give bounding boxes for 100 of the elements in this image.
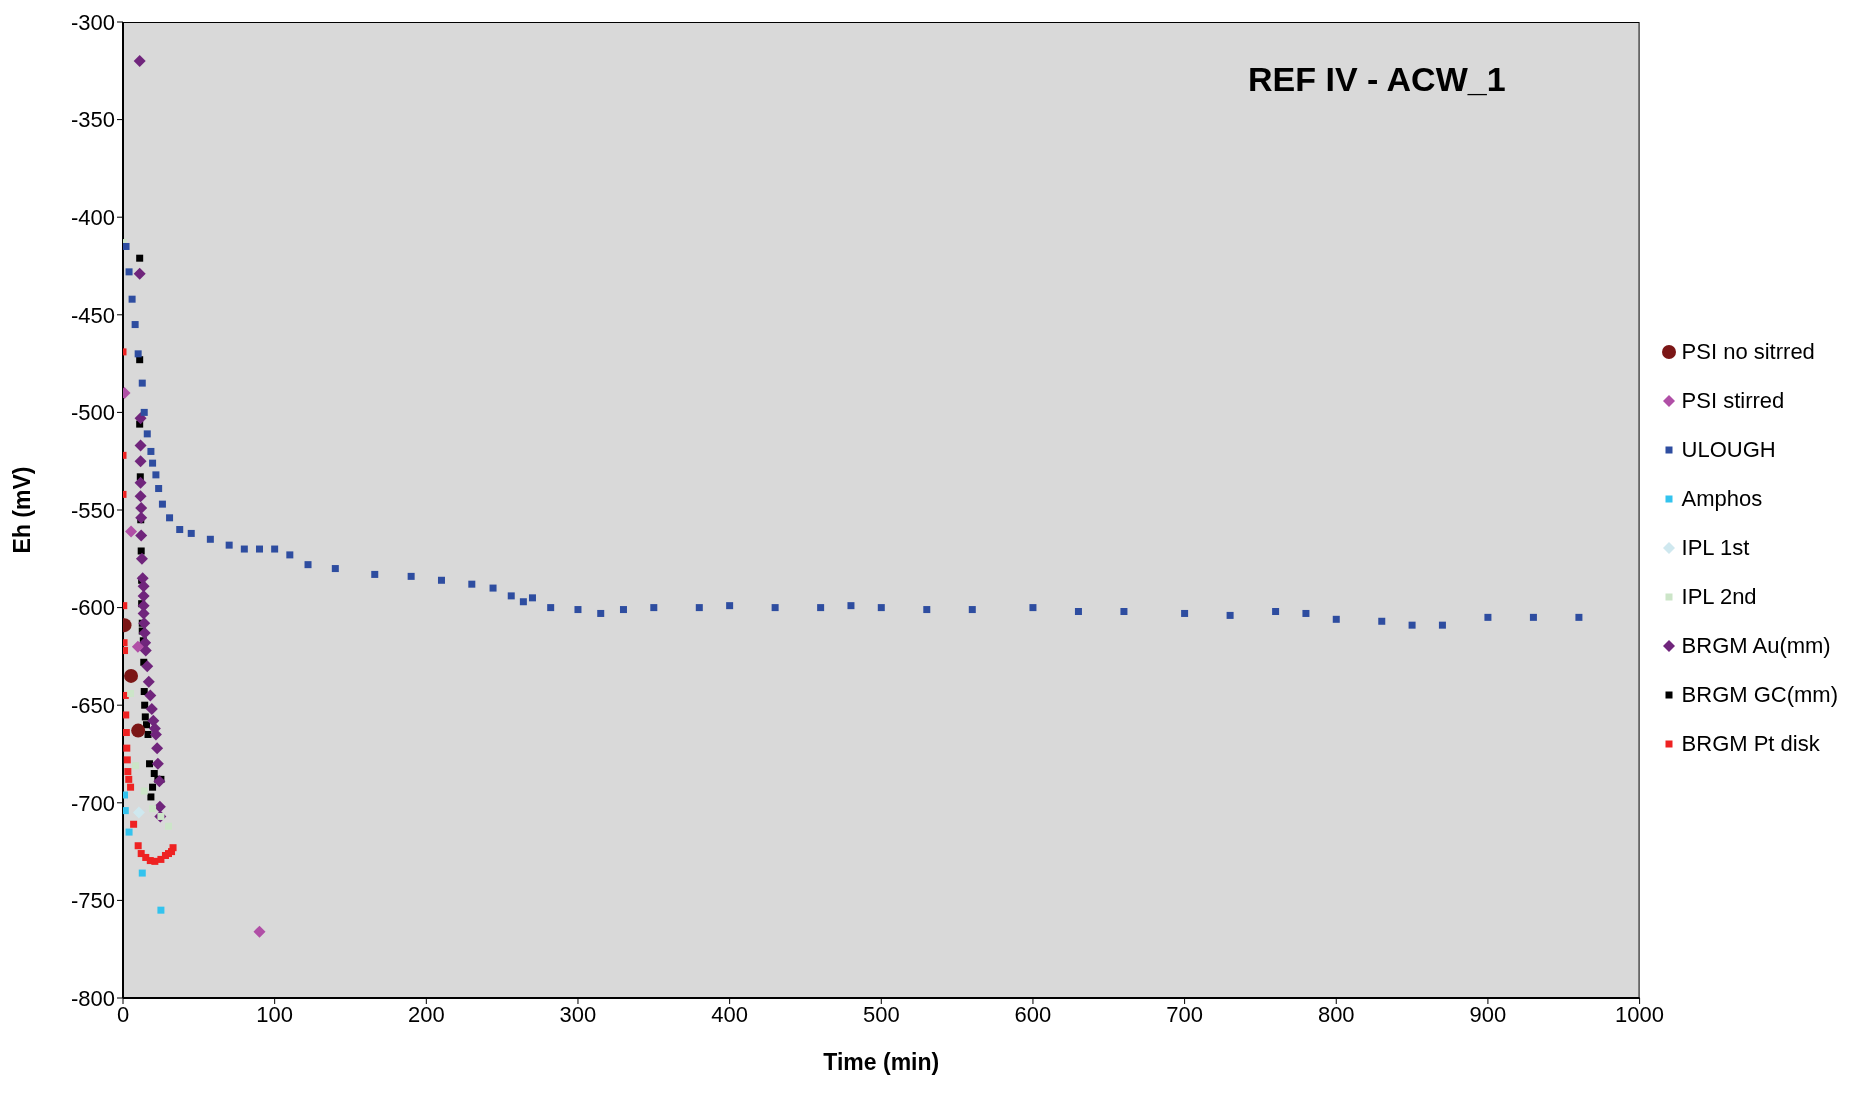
point [131,640,144,653]
point [468,580,476,588]
y-tick-label: -800 [70,985,115,1011]
y-tick-label: -350 [70,107,115,133]
point [489,584,497,592]
legend-label: ULOUGH [1681,437,1776,463]
point [134,350,142,358]
x-tick-label: 500 [862,1001,900,1027]
point [371,570,379,578]
x-tick-label: 700 [1166,1001,1203,1027]
point [1438,621,1446,629]
point [123,647,129,655]
y-tick-label: -400 [70,205,115,231]
point [1226,611,1234,619]
point [138,617,151,630]
x-tick-label: 900 [1469,1001,1507,1027]
point [528,594,536,602]
point [132,806,145,819]
point [240,545,248,553]
y-tick-label: -600 [70,595,115,621]
point [1484,613,1492,621]
point [1529,613,1537,621]
x-tick-label: 100 [256,1001,294,1027]
point [140,408,148,416]
point [138,869,146,877]
point [157,906,165,914]
point [1120,608,1128,615]
point [141,713,149,721]
point [877,604,885,612]
point [176,526,184,534]
point [507,592,515,600]
legend-label: IPL 1st [1681,535,1750,561]
point [1575,613,1583,621]
point [135,511,148,524]
point [137,580,150,593]
text: REF IV - ACW_1 [1248,60,1506,99]
x-tick-label: 1000 [1615,1001,1665,1027]
point [695,604,703,612]
point [166,514,174,522]
point [147,447,155,455]
point [187,529,195,537]
x-tick-label: 600 [1014,1001,1052,1027]
point [128,295,136,303]
point [968,606,976,614]
point [125,268,133,276]
point [123,744,131,752]
point [134,439,147,452]
point [1074,608,1082,615]
y-axis-title: Eh (mV) [9,466,36,554]
x-tick-label: 200 [407,1001,445,1027]
y-tick-label: -650 [70,693,115,719]
point [1181,609,1189,617]
x-tick-label: 800 [1317,1001,1355,1027]
point [1302,609,1310,617]
point [125,525,138,538]
point [1332,615,1340,623]
point [304,561,312,569]
point [123,791,129,799]
point [130,820,138,828]
point [158,500,166,508]
point [771,604,779,612]
point [131,321,139,329]
point [134,842,142,850]
point [923,606,931,614]
point [149,459,157,467]
y-tick-label: -700 [70,790,115,816]
point [134,490,147,503]
point [123,807,129,815]
point [155,485,163,493]
point [127,689,135,697]
point [134,476,147,489]
point [150,770,158,778]
point [225,541,233,549]
point [142,675,155,688]
x-tick-label: 400 [711,1001,748,1027]
point [847,602,855,610]
point [147,793,155,801]
point [286,551,294,559]
point [519,598,527,606]
point [597,609,605,617]
point [169,844,177,852]
y-tick-label: -450 [70,302,115,328]
point [141,701,149,709]
point [143,430,151,438]
point [140,787,148,795]
y-tick-label: -300 [70,9,115,35]
point [407,572,415,580]
legend-label: BRGM Pt disk [1681,731,1820,757]
point [149,805,157,813]
point [574,606,582,614]
legend-label: BRGM Au(mm) [1681,633,1831,659]
x-tick-label: 300 [559,1001,597,1027]
point [437,576,445,584]
y-tick-label: -550 [70,497,115,523]
point [133,267,146,280]
legend-label: Amphos [1681,486,1763,512]
point [253,925,266,938]
legend-label: PSI stirred [1681,388,1785,414]
point [1378,617,1386,625]
point [131,723,146,738]
